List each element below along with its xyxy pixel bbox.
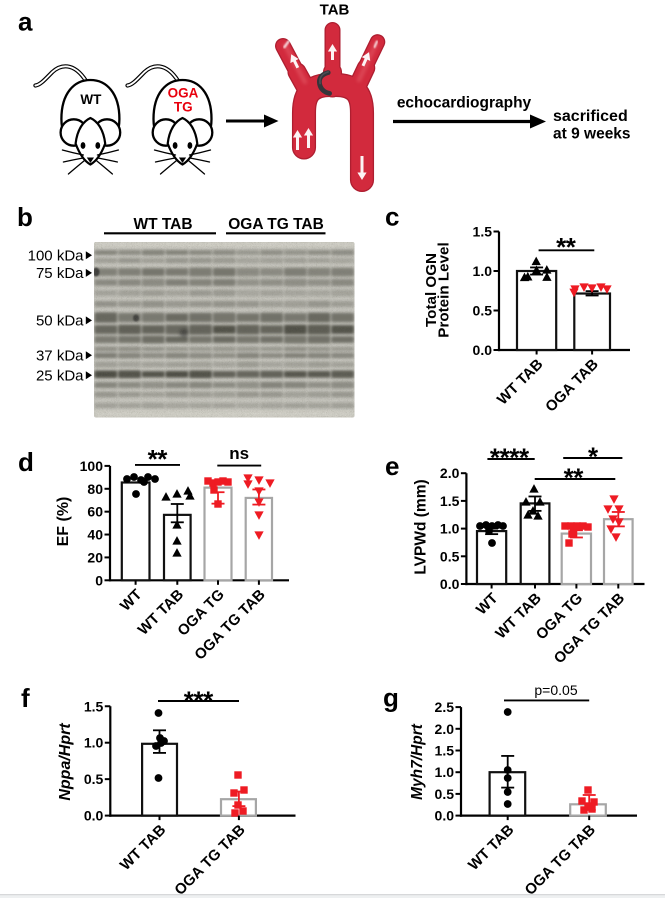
svg-text:50 kDa: 50 kDa: [36, 313, 84, 330]
svg-text:*: *: [564, 463, 575, 493]
svg-text:*: *: [490, 443, 501, 473]
svg-text:f: f: [21, 683, 30, 713]
svg-text:EF (%): EF (%): [55, 497, 72, 547]
svg-text:25 kDa: 25 kDa: [36, 367, 84, 384]
svg-text:*: *: [519, 443, 530, 473]
svg-text:p=0.05: p=0.05: [534, 682, 577, 698]
svg-text:TAB: TAB: [320, 2, 350, 19]
svg-text:1.5: 1.5: [84, 698, 104, 714]
svg-text:*: *: [509, 443, 520, 473]
svg-text:WT: WT: [80, 92, 102, 107]
svg-text:WT TAB: WT TAB: [133, 216, 192, 233]
svg-text:1.0: 1.0: [435, 764, 455, 780]
svg-text:40: 40: [87, 527, 103, 543]
svg-text:echocardiography: echocardiography: [397, 95, 532, 112]
svg-text:LVPWd (mm): LVPWd (mm): [413, 479, 430, 574]
svg-text:Protein Level: Protein Level: [436, 242, 453, 337]
svg-text:0.0: 0.0: [84, 808, 104, 824]
svg-text:0.0: 0.0: [473, 342, 493, 358]
svg-text:Nppa/Hprt: Nppa/Hprt: [57, 723, 74, 801]
svg-text:1.5: 1.5: [473, 224, 493, 240]
svg-text:d: d: [18, 447, 34, 477]
svg-text:c: c: [385, 202, 399, 232]
svg-text:*: *: [566, 232, 577, 262]
svg-text:0.0: 0.0: [435, 808, 455, 824]
svg-text:g: g: [383, 683, 399, 713]
svg-text:OGA: OGA: [168, 86, 199, 101]
svg-text:20: 20: [87, 549, 103, 565]
svg-text:*: *: [500, 443, 511, 473]
svg-text:1.0: 1.0: [84, 735, 104, 751]
svg-text:0.0: 0.0: [440, 576, 460, 592]
svg-text:*: *: [573, 463, 584, 493]
svg-text:1.0: 1.0: [440, 521, 460, 537]
svg-text:e: e: [385, 451, 399, 481]
svg-text:*: *: [157, 444, 168, 474]
svg-text:0.5: 0.5: [435, 786, 455, 802]
svg-text:Total OGN: Total OGN: [423, 253, 440, 327]
svg-text:2.0: 2.0: [435, 721, 455, 737]
svg-text:TG: TG: [174, 99, 193, 114]
svg-text:37 kDa: 37 kDa: [36, 347, 84, 364]
svg-text:OGA TG TAB: OGA TG TAB: [228, 216, 324, 233]
svg-text:*: *: [184, 685, 195, 715]
svg-text:*: *: [148, 444, 159, 474]
svg-text:0: 0: [95, 572, 103, 588]
svg-text:2.0: 2.0: [440, 465, 460, 481]
svg-text:a: a: [18, 7, 33, 37]
svg-text:*: *: [556, 232, 567, 262]
svg-text:*: *: [588, 442, 599, 472]
svg-text:ns: ns: [229, 444, 249, 463]
svg-text:*: *: [203, 685, 214, 715]
svg-text:1.5: 1.5: [440, 493, 460, 509]
svg-text:0.5: 0.5: [473, 303, 493, 319]
svg-text:2.5: 2.5: [435, 699, 455, 715]
svg-text:Myh7/Hprt: Myh7/Hprt: [409, 723, 426, 800]
svg-text:80: 80: [87, 481, 103, 497]
svg-text:0.5: 0.5: [84, 771, 104, 787]
svg-text:1.0: 1.0: [473, 263, 493, 279]
svg-text:at 9 weeks: at 9 weeks: [553, 126, 631, 143]
svg-text:sacrificed: sacrificed: [553, 108, 628, 125]
svg-text:60: 60: [87, 504, 103, 520]
svg-text:0.5: 0.5: [440, 548, 460, 564]
svg-text:b: b: [17, 202, 33, 232]
svg-text:100 kDa: 100 kDa: [28, 247, 85, 264]
svg-text:*: *: [193, 685, 204, 715]
svg-text:75 kDa: 75 kDa: [36, 265, 84, 282]
svg-text:1.5: 1.5: [435, 743, 455, 759]
svg-text:100: 100: [80, 458, 104, 474]
